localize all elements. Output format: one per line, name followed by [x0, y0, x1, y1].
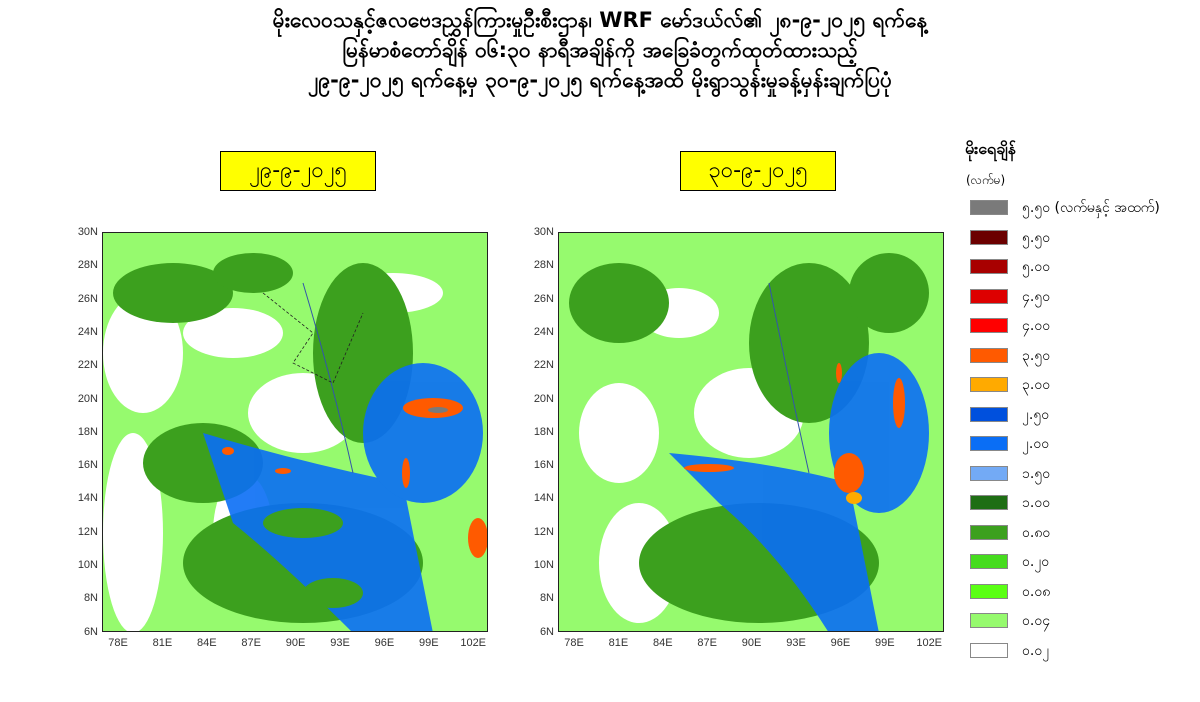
lon-tick-label: 81E [152, 637, 173, 649]
lat-tick-label: 20N [77, 392, 98, 405]
legend-label: ၀.၂၀ [1022, 554, 1050, 570]
lat-tick-label: 28N [533, 259, 554, 272]
lon-tick-label: 84E [197, 637, 217, 649]
lat-tick-label: 22N [533, 359, 554, 372]
lon-tick-label: 90E [741, 637, 762, 649]
lat-tick-label: 20N [533, 392, 554, 405]
lat-tick-label: 26N [77, 292, 98, 305]
legend-swatch [970, 288, 1008, 304]
legend-swatch [970, 524, 1008, 540]
legend-swatch [970, 583, 1008, 599]
lat-tick-label: 28N [77, 259, 98, 272]
lat-tick-label: 18N [77, 425, 98, 438]
legend-swatch [970, 200, 1008, 215]
lat-tick-label: 14N [77, 492, 98, 505]
legend-swatch [970, 377, 1008, 392]
legend-swatch [970, 613, 1008, 628]
lat-tick-label: 24N [533, 325, 554, 338]
legend-swatch [970, 406, 1008, 422]
legend-label: ၅.၅၀ (လက်မနှင့် အထက်) [1022, 200, 1160, 216]
legend-swatch [970, 554, 1008, 569]
title-line-1: မိုးလေဝသနှင့်ဇလဗေဒညွှန်ကြားမှုဦးစီးဌာန၊ … [272, 8, 928, 32]
legend-swatch [970, 465, 1008, 481]
legend-unit: (လက်မ) [966, 173, 1006, 187]
lat-tick-label: 26N [533, 292, 554, 305]
lat-tick-label: 12N [77, 525, 98, 538]
lat-tick-label: 10N [533, 559, 554, 571]
lat-tick-label: 18N [533, 425, 554, 438]
legend-label: ၂.၅၀ [1022, 406, 1050, 423]
legend-swatch [970, 229, 1008, 245]
map-date-label-1: ၂၉-၉-၂၀၂၅ [220, 151, 376, 191]
lon-tick-label: 96E [830, 637, 851, 649]
lat-tick-label: 6N [539, 625, 554, 638]
lon-tick-label: 102E [916, 637, 943, 649]
legend-label: ၃.၀၀ [1022, 377, 1051, 393]
legend-label: ၁.၀၀ [1022, 495, 1051, 511]
legend-swatch [970, 259, 1008, 274]
lon-tick-label: 78E [108, 637, 128, 649]
title-line-2: မြန်မာစံတော်ချိန် ၀၆:၃၀ နာရီအချိန်ကို အခ… [342, 38, 858, 62]
lon-tick-label: 78E [564, 637, 584, 649]
legend-title: မိုးရေချိန် [965, 139, 1016, 158]
title-line-3: ၂၉-၉-၂၀၂၅ ရက်နေ့မှ ၃၀-၉-၂၀၂၅ ရက်နေ့အထိ မ… [308, 68, 892, 92]
lon-tick-label: 81E [608, 637, 629, 649]
legend-label: ၀.၀၈ [1022, 583, 1051, 600]
legend-swatch [970, 347, 1008, 363]
legend-label: ၅.၀၀ [1022, 259, 1051, 275]
legend-label: ၀.၈၀ [1022, 524, 1051, 541]
lon-tick-label: 84E [653, 637, 673, 649]
rainfall-map-day1 [102, 232, 488, 632]
lon-tick-label: 96E [374, 637, 395, 649]
lat-tick-label: 10N [77, 559, 98, 571]
lat-tick-label: 14N [533, 492, 554, 505]
lon-tick-label: 87E [697, 637, 717, 649]
lat-tick-label: 30N [533, 226, 554, 238]
lon-tick-label: 93E [786, 637, 806, 649]
legend-swatch [970, 436, 1008, 451]
lon-tick-label: 93E [330, 637, 350, 649]
lon-tick-label: 102E [460, 637, 487, 649]
lat-tick-label: 30N [77, 226, 98, 238]
legend-label: ၁.၅၀ [1022, 465, 1051, 482]
legend-swatch [970, 318, 1008, 333]
map-date-label-2: ၃၀-၉-၂၀၂၅ [680, 151, 836, 191]
lon-tick-label: 87E [241, 637, 261, 649]
legend-label: ၄.၀၀ [1022, 318, 1051, 334]
legend-swatch [970, 642, 1008, 658]
lon-tick-label: 99E [875, 637, 895, 649]
lon-tick-label: 99E [419, 637, 439, 649]
lat-tick-label: 8N [539, 592, 554, 605]
legend-label: ၃.၅၀ [1022, 347, 1051, 364]
legend-label: ၀.၀၄ [1022, 613, 1051, 629]
lat-tick-label: 6N [83, 625, 98, 638]
legend-label: ၄.၅၀ [1022, 288, 1051, 305]
lat-tick-label: 16N [77, 459, 98, 472]
lat-tick-label: 16N [533, 459, 554, 472]
legend-label: ၅.၅၀ [1022, 229, 1051, 246]
lat-tick-label: 24N [77, 325, 98, 338]
lat-tick-label: 12N [533, 525, 554, 538]
lon-tick-label: 90E [285, 637, 306, 649]
lat-tick-label: 8N [83, 592, 98, 605]
legend-swatch [970, 495, 1008, 510]
legend-label: ၀.၀၂ [1022, 642, 1050, 659]
lat-tick-label: 22N [77, 359, 98, 372]
legend-label: ၂.၀၀ [1022, 436, 1050, 452]
rainfall-map-day2 [558, 232, 944, 632]
